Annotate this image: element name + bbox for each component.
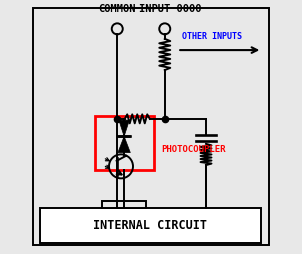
Bar <box>102 201 146 208</box>
Polygon shape <box>119 120 129 136</box>
Polygon shape <box>118 136 130 153</box>
Circle shape <box>112 23 123 34</box>
Text: INTERNAL CIRCUIT: INTERNAL CIRCUIT <box>93 219 207 232</box>
Text: PHOTOCOUPLER: PHOTOCOUPLER <box>161 145 226 154</box>
Text: COMMON: COMMON <box>98 4 136 14</box>
Bar <box>40 208 261 243</box>
Bar <box>95 116 153 170</box>
Text: OTHER INPUTS: OTHER INPUTS <box>182 32 242 41</box>
Text: INPUT 0000: INPUT 0000 <box>139 4 201 14</box>
Circle shape <box>159 23 170 34</box>
